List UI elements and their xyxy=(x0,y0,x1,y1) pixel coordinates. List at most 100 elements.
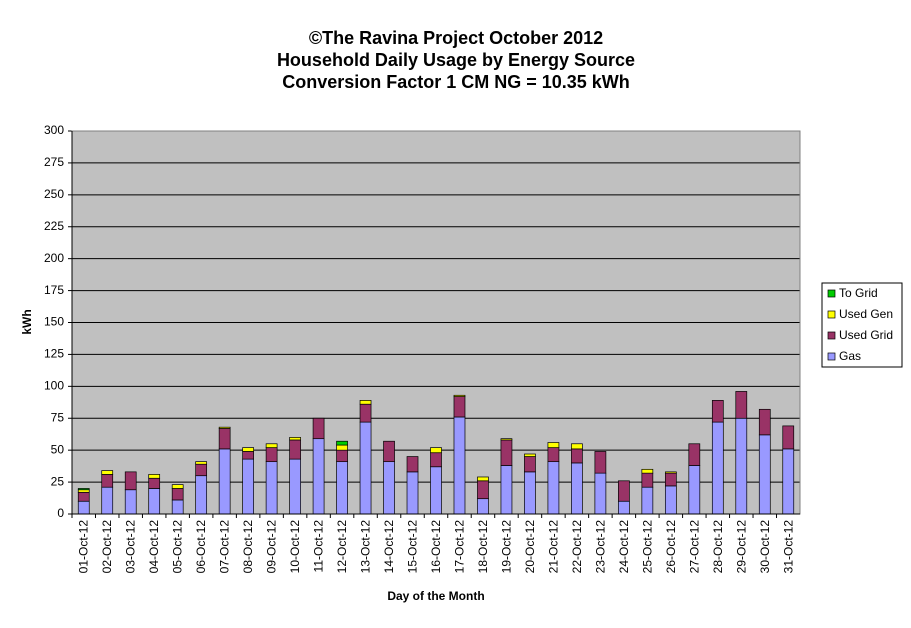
bar-segment xyxy=(289,439,301,460)
y-tick-label: 250 xyxy=(44,187,64,201)
y-tick-label: 125 xyxy=(44,347,64,361)
bar-segment xyxy=(477,476,489,482)
bar-segment xyxy=(77,491,90,502)
bar-segment xyxy=(711,400,724,423)
bar-segment xyxy=(336,444,348,451)
bar-segment xyxy=(430,466,442,515)
bar-segment xyxy=(312,438,325,515)
bar-segment xyxy=(383,440,395,463)
y-tick-label: 100 xyxy=(44,379,64,393)
bar-segment xyxy=(641,468,654,474)
bar-segment xyxy=(571,448,583,464)
y-tick-label: 0 xyxy=(57,506,64,520)
bar-segment xyxy=(312,417,325,440)
bar-segment xyxy=(758,408,771,436)
y-tick-label: 50 xyxy=(51,442,65,456)
bar-segment xyxy=(524,471,536,515)
bar-segment xyxy=(242,451,254,460)
bar-segment xyxy=(688,465,701,515)
x-tick-label: 26-Oct-12 xyxy=(664,520,678,574)
bar-segment xyxy=(383,461,395,515)
bar-segment xyxy=(101,486,114,515)
bar-segment xyxy=(218,426,231,429)
bar-segment xyxy=(289,458,301,515)
bar-segment xyxy=(477,498,489,515)
bar-segment xyxy=(664,485,677,515)
legend-label: To Grid xyxy=(839,286,878,300)
bar-segment xyxy=(359,400,372,405)
bar-segment xyxy=(618,500,630,515)
legend-swatch xyxy=(827,289,836,298)
bar-segment xyxy=(430,452,442,468)
bar-segment xyxy=(124,489,137,515)
bar-segment xyxy=(594,451,607,474)
y-tick-label: 150 xyxy=(44,315,64,329)
bar-segment xyxy=(242,458,254,515)
bar-segment xyxy=(218,428,231,450)
bar-segment xyxy=(735,417,748,515)
bar-segment xyxy=(453,394,466,397)
x-tick-label: 14-Oct-12 xyxy=(382,520,396,574)
bar-segment xyxy=(524,456,536,473)
bar-segment xyxy=(265,461,278,515)
legend-label: Gas xyxy=(839,349,861,363)
x-tick-label: 21-Oct-12 xyxy=(546,520,560,574)
bar-segment xyxy=(641,486,654,515)
x-tick-label: 27-Oct-12 xyxy=(687,520,701,574)
bar-segment xyxy=(101,470,114,475)
x-tick-label: 28-Oct-12 xyxy=(711,520,725,574)
bar-segment xyxy=(664,472,677,487)
x-tick-label: 06-Oct-12 xyxy=(194,520,208,574)
bar-segment xyxy=(453,416,466,515)
x-tick-label: 11-Oct-12 xyxy=(312,520,326,573)
x-tick-label: 12-Oct-12 xyxy=(335,520,349,574)
bar-segment xyxy=(711,421,724,515)
bar-segment xyxy=(406,471,419,515)
x-tick-label: 08-Oct-12 xyxy=(241,520,255,574)
bar-segment xyxy=(195,475,208,515)
bar-segment xyxy=(594,472,607,515)
x-tick-label: 24-Oct-12 xyxy=(617,520,631,574)
chart-title: Household Daily Usage by Energy Source xyxy=(277,50,635,70)
x-tick-label: 30-Oct-12 xyxy=(758,520,772,574)
bar-segment xyxy=(524,453,536,457)
y-tick-label: 300 xyxy=(44,123,64,137)
bar-segment xyxy=(758,434,771,515)
bar-segment xyxy=(500,438,513,441)
x-tick-label: 17-Oct-12 xyxy=(452,520,466,574)
x-tick-label: 19-Oct-12 xyxy=(499,520,513,574)
bar-segment xyxy=(265,443,278,448)
legend-label: Used Grid xyxy=(839,328,893,342)
bar-segment xyxy=(77,489,90,493)
bar-segment xyxy=(735,391,748,419)
bar-segment xyxy=(148,488,161,515)
bar-segment xyxy=(500,439,513,466)
bar-segment xyxy=(571,462,583,515)
x-tick-label: 22-Oct-12 xyxy=(570,520,584,574)
bar-segment xyxy=(430,447,442,454)
x-tick-label: 10-Oct-12 xyxy=(288,520,302,574)
y-tick-label: 75 xyxy=(51,410,65,424)
bar-segment xyxy=(195,463,208,477)
bar-segment xyxy=(664,471,677,474)
x-tick-label: 01-Oct-12 xyxy=(77,520,91,574)
bar-segment xyxy=(500,465,513,515)
bar-segment xyxy=(547,442,560,448)
bar-segment xyxy=(336,461,348,515)
bar-segment xyxy=(148,477,161,489)
y-axis-title: kWh xyxy=(20,309,34,334)
bar-segment xyxy=(336,449,348,463)
bar-segment xyxy=(547,461,560,515)
legend-label: Used Gen xyxy=(839,307,893,321)
legend-swatch xyxy=(827,310,836,319)
x-tick-label: 13-Oct-12 xyxy=(359,520,373,574)
legend-swatch xyxy=(827,331,836,340)
x-tick-label: 09-Oct-12 xyxy=(265,520,279,574)
y-tick-label: 225 xyxy=(44,219,64,233)
bar-segment xyxy=(782,448,795,515)
y-tick-label: 200 xyxy=(44,251,64,265)
bar-segment xyxy=(453,396,466,418)
bar-segment xyxy=(265,447,278,463)
bar-segment xyxy=(171,488,184,501)
